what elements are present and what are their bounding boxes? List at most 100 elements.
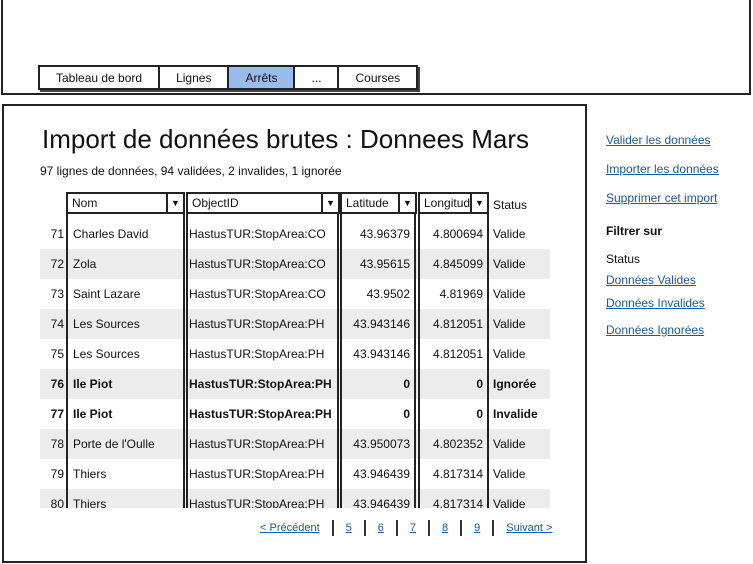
cell-longitude: 4.802352 (432, 437, 483, 451)
cell-nom: Ile Piot (73, 377, 113, 391)
column-header-nom[interactable]: Nom ▼ (66, 192, 185, 214)
import-summary: 97 lignes de données, 94 validées, 2 inv… (40, 164, 342, 178)
cell-longitude: 4.845099 (432, 257, 483, 271)
row-number: 79 (50, 467, 64, 481)
page-link-9[interactable]: 9 (474, 522, 481, 534)
cell-nom: Ile Piot (73, 407, 113, 421)
table-row[interactable]: 75 Les Sources HastusTUR:StopArea:PH 43.943… (40, 339, 550, 369)
filter-invalid-link[interactable]: Données Invalides (606, 296, 705, 310)
cell-objectid: HastusTUR:StopArea:PH (189, 317, 325, 331)
cell-status: Valide (493, 287, 526, 301)
cell-objectid: HastusTUR:StopArea:CO (189, 287, 326, 301)
cell-latitude: 43.946439 (353, 467, 410, 481)
tab-lignes[interactable]: Lignes (160, 67, 230, 88)
cell-objectid: HastusTUR:StopArea:PH (189, 437, 325, 451)
column-header-longitude[interactable]: Longitude ▼ (418, 192, 489, 214)
page-link-8[interactable]: 8 (442, 522, 449, 534)
tab-tableau-de-bord[interactable]: Tableau de bord (40, 67, 161, 88)
cell-objectid: HastusTUR:StopArea:PH (189, 407, 332, 421)
table-row[interactable]: 80 Thiers HastusTUR:StopArea:PH 43.946439 4.… (40, 489, 550, 508)
table-row[interactable]: 76 Ile Piot HastusTUR:StopArea:PH 0 0 Ignorée (40, 369, 550, 399)
cell-status: Ignorée (493, 377, 537, 391)
cell-nom: Saint Lazare (73, 287, 141, 301)
next-page-link[interactable]: Suivant > (506, 522, 553, 534)
column-label: Latitude (346, 196, 389, 210)
cell-latitude: 43.943146 (353, 317, 410, 331)
cell-objectid: HastusTUR:StopArea:CO (189, 227, 326, 241)
row-number: 71 (50, 227, 64, 241)
table-row[interactable]: 74 Les Sources HastusTUR:StopArea:PH 43.943… (40, 309, 550, 339)
cell-nom: Zola (73, 257, 97, 271)
table-row[interactable]: 79 Thiers HastusTUR:StopArea:PH 43.946439 4.… (40, 459, 550, 489)
cell-nom: Porte de l'Oulle (73, 437, 155, 451)
cell-status: Valide (493, 497, 526, 508)
cell-nom: Les Sources (73, 317, 140, 331)
table-row[interactable]: 71 Charles David HastusTUR:StopArea:CO 43.9… (40, 219, 550, 249)
cell-longitude: 4.817314 (432, 497, 483, 508)
row-number: 76 (50, 377, 64, 391)
row-number: 78 (50, 437, 64, 451)
table-row[interactable]: 72 Zola HastusTUR:StopArea:CO 43.95615 4.845… (40, 249, 550, 279)
cell-objectid: HastusTUR:StopArea:PH (189, 497, 325, 508)
cell-longitude: 4.812051 (432, 317, 483, 331)
cell-objectid: HastusTUR:StopArea:CO (189, 257, 326, 271)
main-panel: Import de données brutes : Donnees Mars … (2, 104, 587, 563)
previous-page-link[interactable]: < Précédent (260, 522, 320, 534)
row-number: 75 (50, 347, 64, 361)
tab-more[interactable]: ... (295, 67, 340, 88)
table-row[interactable]: 73 Saint Lazare HastusTUR:StopArea:CO 43.95… (40, 279, 550, 309)
table-row[interactable]: 77 Ile Piot HastusTUR:StopArea:PH 0 0 Invalid… (40, 399, 550, 429)
page-link-5[interactable]: 5 (345, 522, 352, 534)
dropdown-arrow-icon[interactable]: ▼ (321, 194, 338, 212)
cell-latitude: 43.95615 (359, 257, 410, 271)
page-link-7[interactable]: 7 (409, 522, 416, 534)
tab-arrets[interactable]: Arrêts (229, 67, 296, 88)
cell-longitude: 0 (476, 407, 483, 421)
page-link-6[interactable]: 6 (377, 522, 384, 534)
cell-latitude: 43.96379 (359, 227, 410, 241)
column-label: ObjectID (192, 196, 239, 210)
column-label: Longitude (424, 196, 477, 210)
column-header-latitude[interactable]: Latitude ▼ (340, 192, 417, 214)
cell-status: Valide (493, 467, 526, 481)
cell-status: Invalide (493, 407, 538, 421)
cell-status: Valide (493, 437, 526, 451)
cell-nom: Les Sources (73, 347, 140, 361)
table-row[interactable]: 78 Porte de l'Oulle HastusTUR:StopArea:PH 4… (40, 429, 550, 459)
cell-objectid: HastusTUR:StopArea:PH (189, 467, 325, 481)
cell-longitude: 4.817314 (432, 467, 483, 481)
nav-tabs: Tableau de bord Lignes Arrêts ... Course… (38, 65, 419, 90)
cell-longitude: 4.800694 (432, 227, 483, 241)
dropdown-arrow-icon[interactable]: ▼ (166, 194, 183, 212)
cell-nom: Thiers (73, 467, 107, 481)
filter-title: Filtrer sur (606, 224, 663, 238)
column-header-status: Status (493, 198, 528, 212)
row-number: 73 (50, 287, 64, 301)
filter-status-label: Status (606, 252, 641, 266)
cell-latitude: 0 (403, 407, 410, 421)
row-number: 74 (50, 317, 64, 331)
import-data-link[interactable]: Importer les données (606, 162, 719, 176)
cell-latitude: 43.950073 (353, 437, 410, 451)
cell-longitude: 4.81969 (439, 287, 483, 301)
cell-latitude: 0 (403, 377, 410, 391)
delete-import-link[interactable]: Supprimer cet import (606, 191, 718, 205)
tab-courses[interactable]: Courses (355, 70, 401, 85)
header-area (1, 0, 751, 95)
data-table: 71 Charles David HastusTUR:StopArea:CO 43.9… (40, 190, 550, 508)
cell-objectid: HastusTUR:StopArea:PH (189, 347, 325, 361)
column-header-objectid[interactable]: ObjectID ▼ (186, 192, 340, 214)
dropdown-arrow-icon[interactable]: ▼ (470, 194, 487, 212)
cell-status: Valide (493, 347, 526, 361)
cell-longitude: 4.812051 (432, 347, 483, 361)
cell-latitude: 43.9502 (366, 287, 410, 301)
cell-status: Valide (493, 317, 526, 331)
cell-latitude: 43.946439 (353, 497, 410, 508)
validate-data-link[interactable]: Valider les données (606, 133, 711, 147)
filter-valid-link[interactable]: Données Valides (606, 273, 696, 287)
page-title: Import de données brutes : Donnees Mars (42, 124, 530, 154)
filter-ignored-link[interactable]: Données Ignorées (606, 323, 705, 337)
cell-status: Valide (493, 257, 526, 271)
cell-latitude: 43.943146 (353, 347, 410, 361)
dropdown-arrow-icon[interactable]: ▼ (398, 194, 415, 212)
